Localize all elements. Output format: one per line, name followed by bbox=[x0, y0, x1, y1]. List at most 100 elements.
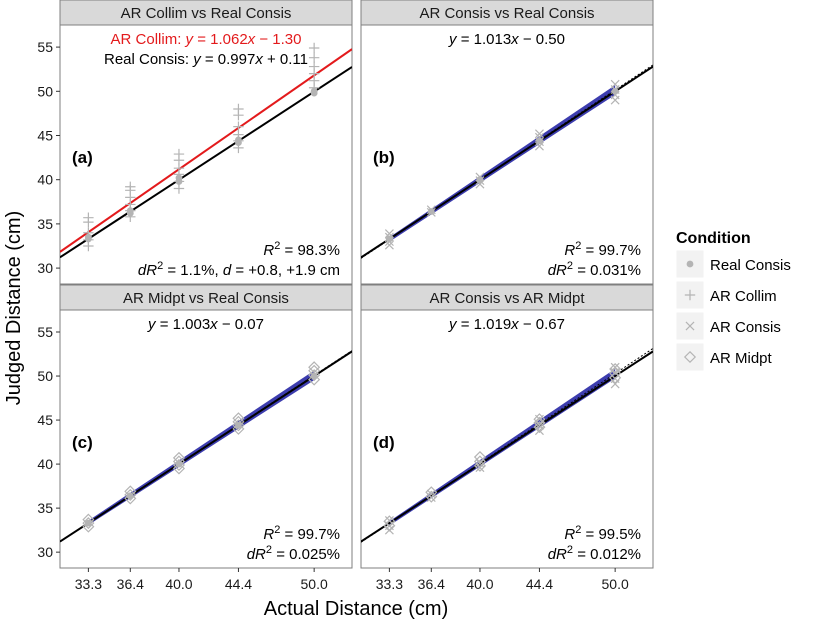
panel-a-point-plus bbox=[83, 227, 94, 238]
panel-b-dr2: dR2 = 0.031% bbox=[548, 260, 641, 279]
panel-d-point-diamond bbox=[425, 490, 438, 503]
panel-c-x-tick-label: 44.4 bbox=[225, 576, 252, 592]
panel-d-x-tick-label: 44.4 bbox=[526, 576, 553, 592]
legend-entry-real-consis: Real Consis bbox=[675, 249, 791, 279]
panel-c-x-tick-label: 40.0 bbox=[165, 576, 192, 592]
panel-b-point-cross bbox=[534, 137, 544, 147]
panel-b-point-cross bbox=[610, 79, 620, 89]
panel-b-point-cross bbox=[475, 179, 485, 189]
panel-b-point-cross bbox=[384, 240, 394, 250]
panel-d-equation-1: y = 1.019x − 0.67 bbox=[448, 316, 565, 333]
panel-b-point-cross bbox=[384, 229, 394, 239]
panel-a-dr2: dR2 = 1.1%, d = +0.8, +1.9 cm bbox=[138, 260, 340, 279]
panel-c-y-tick-label: 40 bbox=[37, 456, 53, 472]
panel-a-point-plus bbox=[173, 148, 185, 160]
panel-b-point-cross bbox=[534, 132, 544, 142]
panel-d-fit-line-black bbox=[361, 350, 653, 543]
legend-entry-ar-consis: AR Consis bbox=[675, 311, 781, 341]
panel-c-point-diamond bbox=[172, 451, 186, 464]
panel-c-point-dot bbox=[84, 519, 92, 527]
panel-c-title: AR Midpt vs Real Consis bbox=[123, 290, 289, 307]
panel-c-letter: (c) bbox=[72, 433, 93, 452]
panel-d-point-diamond bbox=[609, 367, 622, 380]
panel-c-y-tick-label: 35 bbox=[37, 500, 53, 516]
panel-b: AR Consis vs Real Consis y = 1.013x − 0.5… bbox=[360, 0, 654, 285]
panel-c-point-diamond bbox=[308, 361, 321, 374]
panel-d-point-diamond bbox=[609, 362, 622, 376]
panel-a-point-plus bbox=[233, 103, 244, 115]
panel-b-r2: R2 = 99.7% bbox=[564, 240, 641, 259]
panel-a-fit-line-red bbox=[60, 48, 352, 253]
panel-a-point-plus bbox=[125, 181, 136, 192]
panel-d-point-diamond bbox=[533, 421, 546, 434]
panel-a-point-plus bbox=[233, 121, 244, 132]
panel-d-point-diamond bbox=[609, 371, 622, 384]
panel-a-point-plus bbox=[308, 42, 320, 54]
panel-a: AR Collim vs Real Consis 30 35 40 45 50 55 AR C… bbox=[37, 0, 353, 285]
panel-b-point-cross bbox=[384, 232, 394, 242]
panel-d-point-diamond bbox=[473, 459, 487, 472]
panel-b-plot-area bbox=[360, 24, 654, 285]
panel-c-r2: R2 = 99.7% bbox=[263, 524, 340, 543]
panel-d-point-cross bbox=[610, 362, 620, 372]
panel-b-point-cross bbox=[384, 237, 394, 247]
legend: Condition Real Consis AR Collim AR Consis A… bbox=[675, 230, 791, 372]
panel-d-point-diamond bbox=[383, 515, 396, 528]
panel-a-point-plus bbox=[83, 212, 94, 223]
panel-a-fit-line-black bbox=[60, 66, 352, 259]
panel-d-r2: R2 = 99.5% bbox=[564, 524, 641, 543]
panel-c-equation-1: y = 1.003x − 0.07 bbox=[147, 316, 264, 333]
panel-c-series-ar-midpt bbox=[82, 361, 321, 533]
panel-c-plot-area bbox=[59, 309, 353, 569]
panel-a-point-dot bbox=[310, 89, 318, 97]
panel-c-y-tick-label: 55 bbox=[37, 324, 53, 340]
panel-a-r2: R2 = 98.3% bbox=[263, 240, 340, 259]
panel-b-fit-line-black bbox=[361, 65, 653, 259]
panel-d-point-diamond bbox=[473, 451, 487, 464]
panel-d-point-diamond bbox=[473, 455, 487, 468]
panel-c-point-dot bbox=[235, 421, 242, 429]
legend-cross bbox=[685, 321, 695, 331]
panel-b-point-dot bbox=[427, 208, 435, 215]
panel-d-point-cross bbox=[475, 463, 485, 473]
panel-d-point-diamond bbox=[533, 413, 546, 426]
panel-c-fit-line-black bbox=[60, 350, 352, 543]
panel-d-title: AR Consis vs AR Midpt bbox=[429, 290, 585, 307]
panel-a-y-tick-label: 40 bbox=[37, 172, 53, 188]
panel-a-equation-1: AR Collim: y = 1.062x − 1.30 bbox=[111, 31, 302, 48]
panel-a-series-ar-collim bbox=[83, 42, 320, 252]
panel-d-x-tick-label: 36.4 bbox=[418, 576, 445, 592]
panel-a-y-tick-label: 35 bbox=[37, 216, 53, 232]
panel-c-point-diamond bbox=[82, 513, 95, 526]
panel-b-series-ar-consis bbox=[384, 79, 620, 250]
panel-b-point-cross bbox=[534, 129, 544, 139]
panel-d-plot-area bbox=[360, 309, 654, 569]
panel-d-point-cross bbox=[475, 458, 485, 468]
panel-b-letter: (b) bbox=[373, 148, 395, 167]
panel-c-dr2: dR2 = 0.025% bbox=[247, 544, 340, 563]
panel-d-point-diamond bbox=[425, 486, 438, 499]
panel-c-y-tick-label: 50 bbox=[37, 368, 53, 384]
panel-c-y-tick-label: 30 bbox=[37, 544, 53, 560]
panel-d-letter: (d) bbox=[373, 433, 395, 452]
legend-label: AR Midpt bbox=[710, 350, 773, 367]
panel-a-y-tick-label: 30 bbox=[37, 260, 53, 276]
panel-c: AR Midpt vs Real Consis 30 35 40 45 50 55 33.3 3… bbox=[37, 284, 353, 592]
panel-b-point-cross bbox=[426, 207, 436, 217]
panel-a-letter: (a) bbox=[72, 148, 93, 167]
panel-d-point-diamond bbox=[383, 519, 396, 532]
panel-d-dr2: dR2 = 0.012% bbox=[548, 544, 641, 563]
panel-b-equation-1: y = 1.013x − 0.50 bbox=[448, 31, 565, 48]
panel-d-series-ar-midpt bbox=[383, 362, 622, 532]
legend-label: AR Consis bbox=[710, 319, 781, 336]
panel-d: AR Consis vs AR Midpt 33.3 36.4 40.0 44.4 50.… bbox=[360, 284, 654, 592]
panel-b-title: AR Consis vs Real Consis bbox=[419, 5, 594, 22]
legend-entry-ar-collim: AR Collim bbox=[675, 280, 777, 310]
panel-c-strip bbox=[59, 284, 353, 311]
panel-a-point-plus bbox=[308, 52, 320, 63]
panel-a-y-tick-label: 55 bbox=[37, 39, 53, 55]
panel-c-point-diamond bbox=[308, 369, 321, 382]
panel-d-x-tick-label: 50.0 bbox=[602, 576, 629, 592]
panel-c-x-tick-label: 33.3 bbox=[75, 576, 102, 592]
